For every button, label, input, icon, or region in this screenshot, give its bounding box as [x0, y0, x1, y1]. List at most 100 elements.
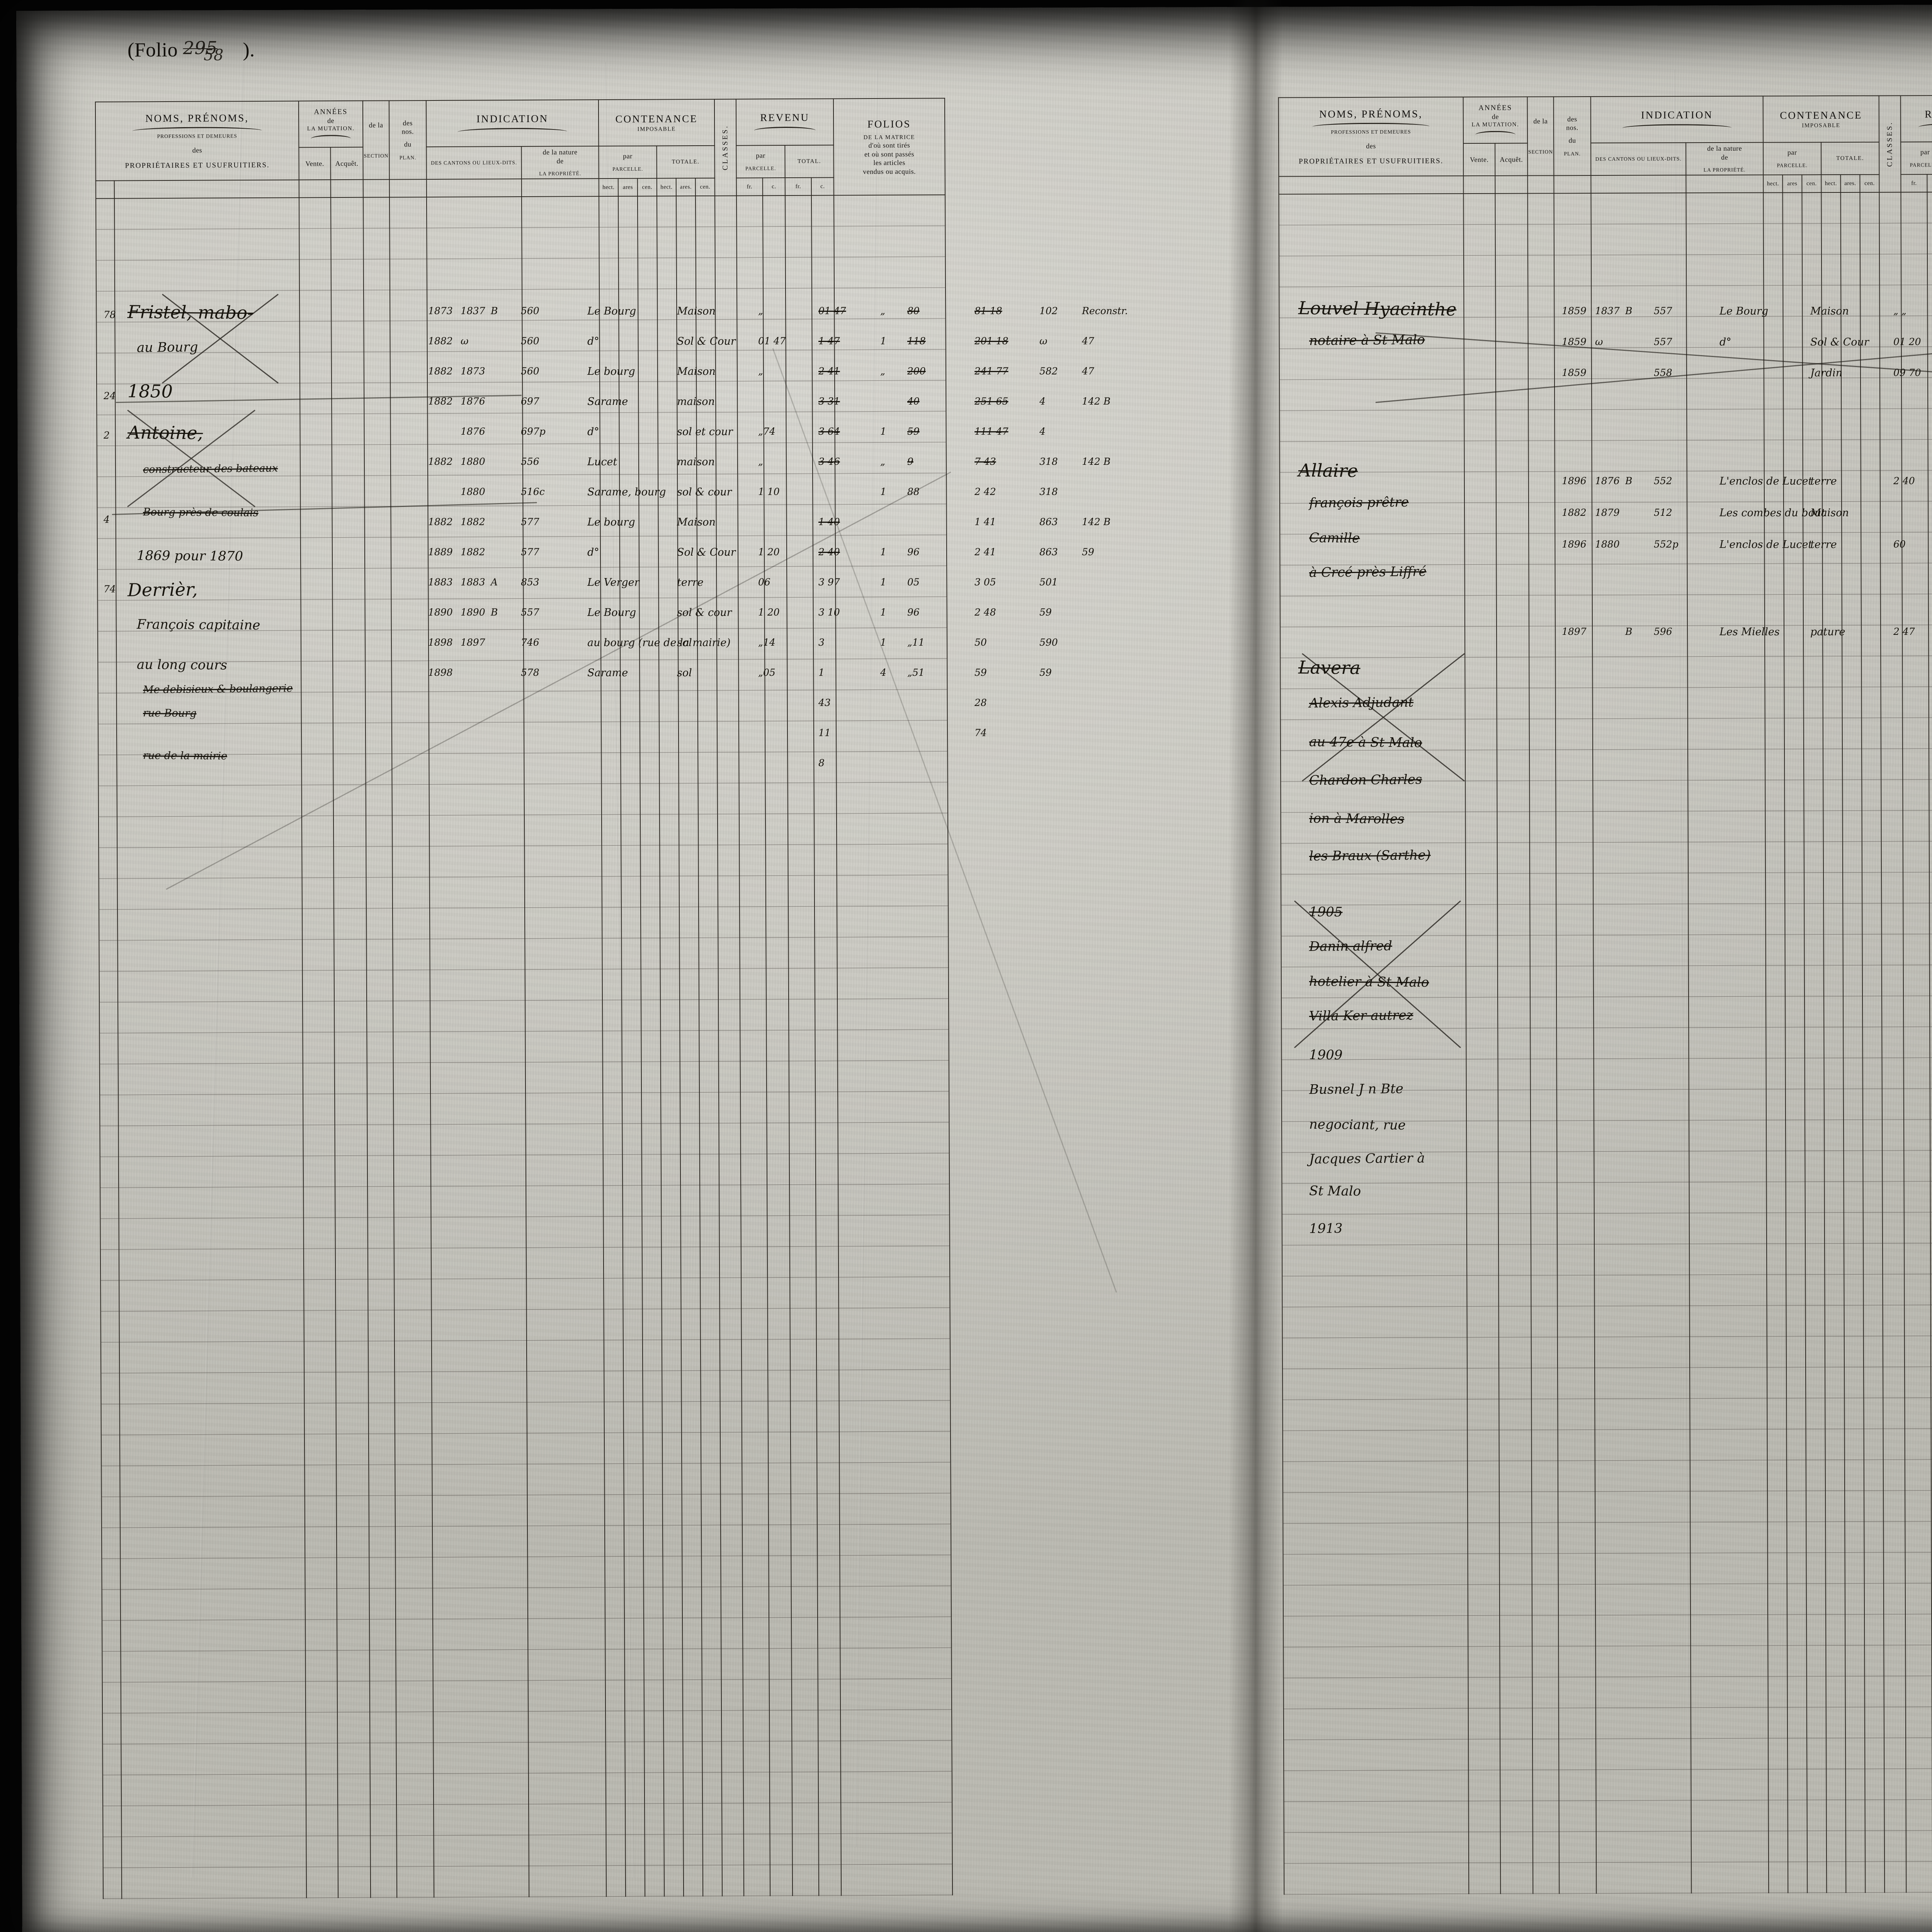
table-cell [395, 1372, 432, 1403]
table-row [99, 1060, 949, 1095]
table-cell [659, 660, 679, 691]
table-cell [765, 721, 788, 752]
table-cell [527, 1402, 604, 1433]
folio-source: 4 [1039, 396, 1046, 407]
table-cell [791, 1586, 818, 1617]
table-cell [306, 1805, 338, 1836]
table-cell [1905, 1552, 1932, 1583]
table-cell [393, 939, 430, 970]
table-cell [765, 876, 788, 907]
table-cell [1500, 1646, 1532, 1677]
table-cell [96, 353, 116, 384]
table-cell [702, 1710, 722, 1742]
table-cell [1495, 286, 1528, 317]
unit-label: hect. [1825, 180, 1837, 187]
table-cell [367, 1032, 393, 1063]
table-cell [336, 1464, 369, 1496]
table-cell [395, 1557, 433, 1588]
table-cell [1497, 750, 1530, 781]
th-plan-l3: du [1568, 136, 1576, 145]
table-cell [1883, 1429, 1905, 1460]
unit-label: hect. [1767, 180, 1779, 187]
contenance-totale: 2 40 [818, 546, 840, 558]
table-cell [393, 1094, 431, 1125]
table-cell [1467, 1461, 1500, 1492]
table-cell [792, 1741, 818, 1772]
th-vente: Vente. [1463, 143, 1495, 176]
table-cell [599, 320, 619, 351]
table-cell [370, 1835, 397, 1867]
table-row [1281, 871, 1932, 905]
table-cell [791, 1463, 817, 1494]
table-cell [1905, 1490, 1932, 1522]
unit-label: cen. [1806, 180, 1817, 187]
table-cell [604, 1494, 624, 1526]
table-cell [624, 1587, 644, 1618]
table-cell [699, 999, 719, 1031]
table-cell [817, 1555, 840, 1587]
table-cell [1499, 1492, 1532, 1523]
table-cell [1784, 811, 1804, 842]
table-cell [1822, 563, 1842, 595]
th-section: de la SECTION [1527, 97, 1554, 176]
table-cell [721, 1772, 744, 1803]
table-cell [1529, 533, 1555, 565]
table-cell [121, 1650, 306, 1682]
table-cell [619, 320, 638, 351]
table-cell [1884, 1707, 1906, 1738]
table-cell [837, 875, 948, 906]
table-cell [301, 692, 333, 723]
table-cell [682, 1525, 702, 1556]
table-cell [1864, 1645, 1884, 1676]
table-cell [701, 1463, 721, 1495]
unit-cen-totale: cen. [1860, 174, 1879, 192]
table-cell [1280, 626, 1465, 658]
table-cell [1556, 1028, 1594, 1059]
table-cell [664, 1834, 684, 1866]
th-names-l4: Propriétaires et Usufruitiers. [1299, 156, 1444, 166]
revenu-total: 241 77 [975, 366, 1009, 377]
table-cell [659, 814, 679, 845]
table-cell [1805, 1151, 1825, 1182]
table-cell [1279, 194, 1464, 225]
table-cell [767, 1185, 790, 1216]
owner-name-entry: Me debisieux & boulangerie [143, 682, 293, 696]
owner-name-entry: rue Bourg [143, 707, 197, 719]
table-cell [702, 1679, 722, 1711]
table-cell [1594, 1058, 1689, 1090]
th-folios-l6: vendus ou acquis. [863, 167, 916, 175]
table-row [1283, 1644, 1932, 1678]
table-cell [1556, 997, 1594, 1028]
table-cell [721, 1556, 743, 1587]
table-cell [303, 1094, 335, 1125]
table-cell [1825, 1274, 1844, 1306]
table-cell [1689, 1120, 1767, 1151]
table-cell [366, 753, 392, 785]
table-cell [1558, 1615, 1596, 1646]
table-cell [103, 1837, 122, 1868]
table-cell [1592, 409, 1687, 441]
table-cell [638, 320, 658, 351]
table-cell [742, 1556, 769, 1587]
table-row [102, 1617, 952, 1651]
table-cell [432, 1371, 527, 1403]
table-cell [336, 1495, 369, 1527]
table-cell [365, 630, 392, 661]
table-cell [641, 1000, 661, 1031]
th-plan-l3: du [404, 140, 412, 148]
table-cell [299, 290, 332, 321]
table-cell [834, 318, 946, 350]
table-cell [1529, 688, 1556, 719]
folio-destination: 59 [1082, 546, 1094, 558]
th-revenu: REVENU [736, 99, 834, 146]
th-contenance: CONTENANCE IMPOSABLE [598, 99, 715, 146]
table-cell [524, 722, 602, 753]
table-cell [1824, 1058, 1844, 1089]
table-cell [389, 290, 427, 321]
unit-c-parcelle: c. [762, 178, 785, 196]
table-cell [1786, 1213, 1806, 1244]
table-cell [1787, 1738, 1807, 1769]
table-cell [1845, 1799, 1865, 1831]
table-cell [1466, 1090, 1498, 1121]
table-cell [528, 1680, 606, 1711]
